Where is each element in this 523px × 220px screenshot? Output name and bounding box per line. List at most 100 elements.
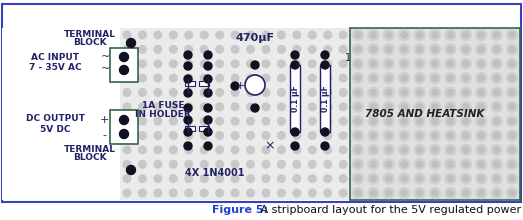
Circle shape	[476, 173, 487, 184]
Circle shape	[169, 160, 177, 168]
Circle shape	[247, 60, 254, 68]
Circle shape	[429, 159, 440, 170]
Circle shape	[432, 61, 438, 67]
Bar	[185, 126, 195, 131]
Circle shape	[370, 46, 378, 53]
Circle shape	[416, 31, 424, 39]
Circle shape	[154, 60, 162, 68]
Circle shape	[383, 173, 394, 184]
Circle shape	[368, 130, 379, 141]
Circle shape	[432, 132, 438, 139]
Circle shape	[448, 46, 455, 53]
Circle shape	[386, 90, 392, 95]
Circle shape	[154, 74, 162, 82]
Circle shape	[478, 90, 484, 95]
Circle shape	[494, 117, 502, 125]
Circle shape	[385, 46, 393, 53]
Circle shape	[463, 31, 471, 39]
Circle shape	[460, 73, 471, 84]
Circle shape	[491, 44, 502, 55]
Circle shape	[448, 60, 455, 68]
Circle shape	[370, 75, 377, 81]
Circle shape	[278, 132, 285, 139]
Circle shape	[447, 147, 453, 153]
Circle shape	[216, 160, 223, 168]
Circle shape	[386, 75, 392, 81]
Circle shape	[476, 87, 487, 98]
Circle shape	[216, 146, 223, 154]
Circle shape	[479, 146, 486, 154]
Circle shape	[448, 132, 455, 139]
Text: TERMINAL: TERMINAL	[64, 29, 116, 38]
Circle shape	[204, 51, 212, 59]
Circle shape	[216, 46, 223, 53]
Circle shape	[139, 189, 146, 197]
Circle shape	[417, 132, 423, 139]
Circle shape	[216, 175, 223, 182]
Circle shape	[355, 160, 362, 168]
Circle shape	[463, 103, 471, 111]
Circle shape	[506, 173, 517, 184]
Circle shape	[463, 46, 471, 53]
Circle shape	[432, 118, 438, 124]
Circle shape	[355, 46, 361, 52]
Circle shape	[119, 116, 129, 125]
Circle shape	[476, 116, 487, 127]
Circle shape	[463, 146, 471, 154]
Circle shape	[509, 160, 517, 168]
Circle shape	[401, 31, 408, 39]
Circle shape	[386, 147, 392, 153]
Text: -: -	[102, 130, 106, 140]
Circle shape	[494, 89, 502, 96]
Circle shape	[309, 74, 316, 82]
Circle shape	[184, 142, 192, 150]
Circle shape	[447, 190, 453, 196]
Circle shape	[429, 187, 440, 198]
Circle shape	[216, 117, 223, 125]
Text: 7 - 35V AC: 7 - 35V AC	[29, 62, 81, 72]
Text: BLOCK: BLOCK	[73, 37, 107, 46]
Circle shape	[385, 74, 393, 82]
Circle shape	[262, 160, 270, 168]
Circle shape	[432, 189, 440, 197]
Circle shape	[247, 160, 254, 168]
Circle shape	[231, 117, 239, 125]
Circle shape	[429, 144, 440, 155]
Circle shape	[370, 103, 378, 111]
Circle shape	[184, 89, 192, 97]
Circle shape	[185, 31, 192, 39]
Circle shape	[247, 31, 254, 39]
Circle shape	[309, 146, 316, 154]
Circle shape	[416, 89, 424, 96]
Circle shape	[494, 190, 499, 196]
Circle shape	[154, 146, 162, 154]
Circle shape	[355, 89, 362, 96]
Circle shape	[445, 187, 456, 198]
Circle shape	[478, 161, 484, 167]
Circle shape	[491, 159, 502, 170]
Circle shape	[463, 90, 469, 95]
Circle shape	[476, 144, 487, 155]
Circle shape	[417, 161, 423, 167]
Circle shape	[368, 87, 379, 98]
Circle shape	[432, 74, 440, 82]
Circle shape	[414, 130, 425, 141]
Circle shape	[169, 60, 177, 68]
Circle shape	[370, 104, 377, 110]
Circle shape	[416, 146, 424, 154]
Circle shape	[509, 132, 515, 139]
Circle shape	[169, 132, 177, 139]
Circle shape	[278, 146, 285, 154]
Circle shape	[169, 103, 177, 111]
Circle shape	[385, 132, 393, 139]
Circle shape	[463, 118, 469, 124]
Circle shape	[491, 173, 502, 184]
Circle shape	[509, 46, 515, 52]
Circle shape	[445, 58, 456, 69]
Bar	[110, 48, 138, 82]
Circle shape	[169, 117, 177, 125]
Circle shape	[506, 144, 517, 155]
Circle shape	[386, 61, 392, 67]
Circle shape	[321, 61, 329, 69]
Circle shape	[368, 44, 379, 55]
